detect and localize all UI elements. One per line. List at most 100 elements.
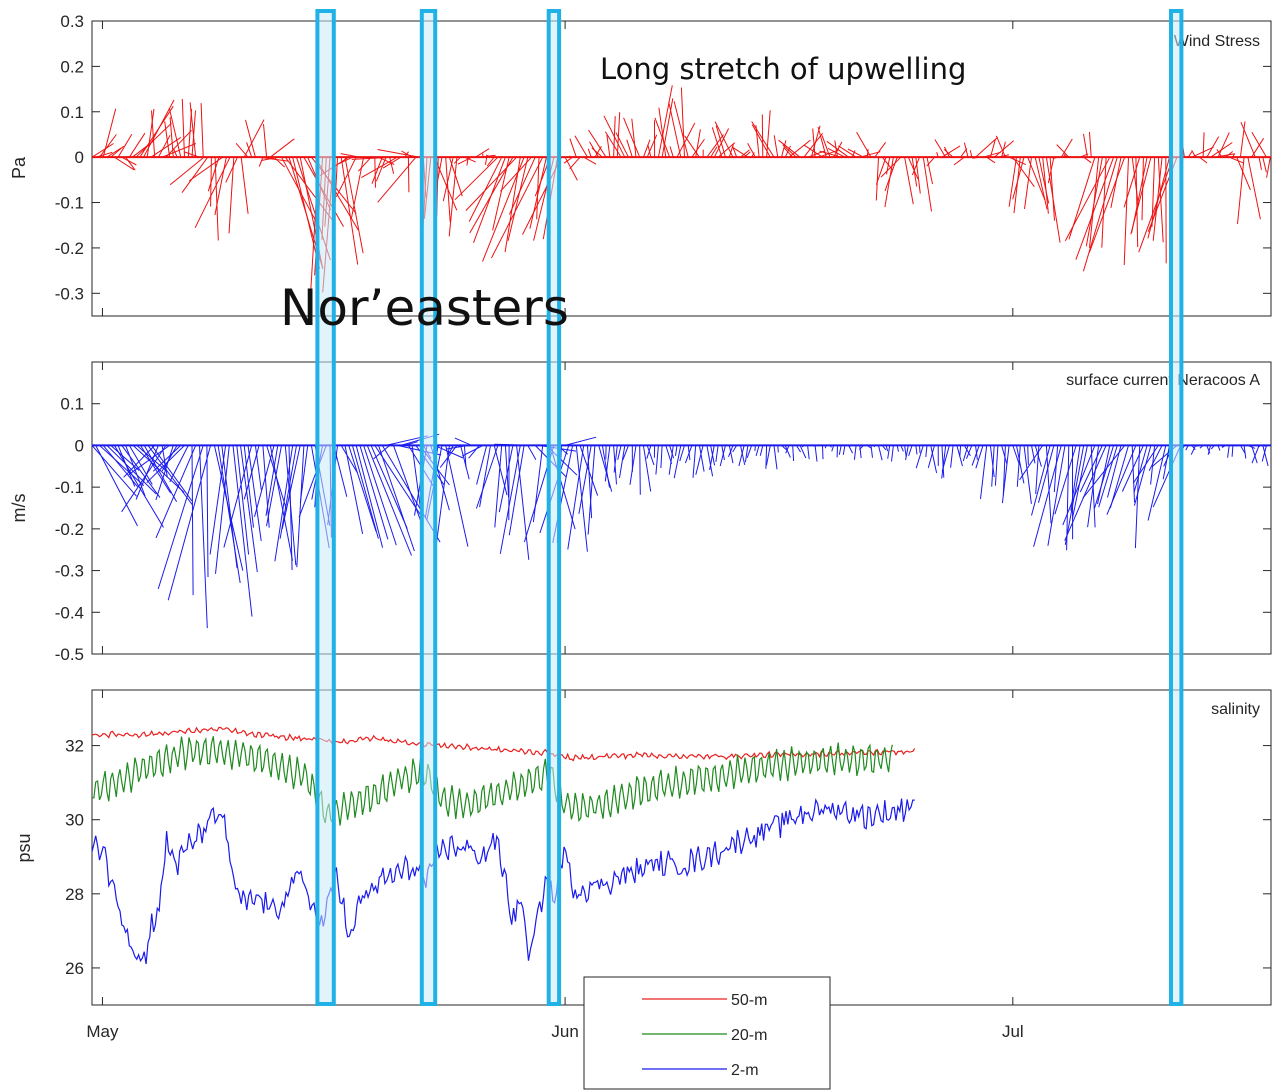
- stick: [969, 150, 973, 158]
- stick: [1106, 445, 1137, 515]
- stick: [484, 157, 488, 165]
- annotation-noreasters: Nor’easters: [280, 279, 569, 337]
- stick: [1110, 157, 1122, 208]
- stick: [1031, 445, 1051, 516]
- stick: [146, 445, 185, 484]
- stick: [121, 445, 161, 498]
- stick: [1001, 445, 1008, 465]
- stick: [1064, 156, 1111, 242]
- legend-label: 20-m: [731, 1027, 767, 1044]
- stick: [1082, 445, 1126, 499]
- stick: [911, 157, 920, 176]
- stick: [587, 148, 592, 158]
- stick: [646, 445, 655, 466]
- stick: [963, 445, 971, 456]
- stick: [926, 157, 933, 185]
- stick: [706, 134, 724, 158]
- stick: [851, 150, 856, 158]
- stick: [1002, 445, 1006, 496]
- stick: [128, 444, 170, 476]
- stick: [491, 156, 544, 259]
- stick: [1162, 445, 1170, 480]
- stick: [673, 101, 689, 158]
- y-tick-label: -0.4: [55, 603, 84, 622]
- stick: [462, 444, 484, 457]
- stick: [173, 148, 178, 158]
- stick: [925, 445, 928, 457]
- stick: [254, 445, 275, 517]
- stick: [807, 445, 810, 460]
- stick: [169, 156, 205, 186]
- stick: [382, 156, 402, 169]
- stick: [623, 117, 641, 158]
- stick: [152, 445, 182, 472]
- stick: [591, 147, 603, 158]
- stick: [896, 445, 899, 452]
- stick: [792, 445, 795, 462]
- stick: [908, 445, 913, 456]
- stick: [128, 445, 153, 485]
- stick: [564, 436, 597, 446]
- stick: [292, 157, 321, 269]
- stick: [728, 445, 734, 464]
- stick: [878, 445, 883, 461]
- stick: [679, 445, 685, 462]
- stick: [263, 124, 268, 158]
- stick: [1038, 445, 1055, 503]
- stick: [508, 156, 536, 215]
- stick: [135, 445, 159, 500]
- stick: [507, 157, 529, 241]
- stick: [370, 445, 408, 529]
- stick: [1266, 157, 1271, 178]
- panel-label-wind: Wind Stress: [1174, 33, 1260, 50]
- stick: [1227, 445, 1230, 458]
- legend-label: 50-m: [731, 992, 767, 1009]
- stick: [1251, 445, 1260, 464]
- stick: [1094, 445, 1115, 509]
- stick: [498, 445, 514, 513]
- stick: [246, 142, 253, 158]
- stick: [1079, 445, 1103, 493]
- stick: [711, 127, 723, 158]
- stick: [995, 135, 1006, 158]
- stick: [243, 445, 260, 500]
- stick: [181, 98, 185, 158]
- stick: [639, 445, 641, 495]
- stick: [1066, 445, 1070, 551]
- stick: [344, 445, 364, 534]
- stick: [1016, 445, 1021, 487]
- stick: [299, 445, 309, 503]
- stick: [905, 445, 909, 461]
- y-tick-label: -0.1: [55, 194, 84, 213]
- stick: [167, 445, 212, 601]
- stick: [613, 445, 618, 473]
- stick: [669, 445, 675, 459]
- stick: [1060, 138, 1073, 158]
- stick: [799, 445, 807, 459]
- stick: [151, 110, 156, 158]
- stick: [189, 102, 197, 158]
- stick: [698, 445, 705, 472]
- stick: [975, 136, 999, 158]
- stick: [117, 445, 136, 487]
- stick: [532, 445, 544, 523]
- panel-frame: [91, 20, 1272, 317]
- stick: [407, 157, 410, 193]
- legend: 50-m 20-m 2-m: [583, 976, 831, 1090]
- stick: [598, 445, 613, 492]
- stick: [1027, 445, 1029, 465]
- stick: [1190, 445, 1197, 455]
- stick: [132, 445, 185, 493]
- stick: [1016, 445, 1025, 484]
- stick: [859, 445, 862, 458]
- stick: [114, 156, 135, 171]
- stick: [773, 135, 779, 158]
- highlight-rect: [315, 9, 336, 1006]
- stick: [348, 445, 377, 532]
- panel-frame: [91, 361, 1272, 655]
- stick: [875, 157, 887, 185]
- stick: [1130, 157, 1152, 235]
- stick: [668, 445, 674, 475]
- stick: [943, 149, 954, 158]
- stick: [469, 156, 514, 234]
